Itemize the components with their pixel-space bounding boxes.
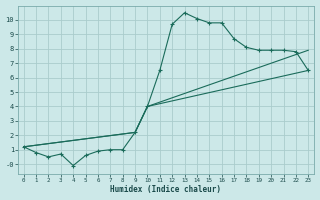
X-axis label: Humidex (Indice chaleur): Humidex (Indice chaleur) xyxy=(110,185,221,194)
